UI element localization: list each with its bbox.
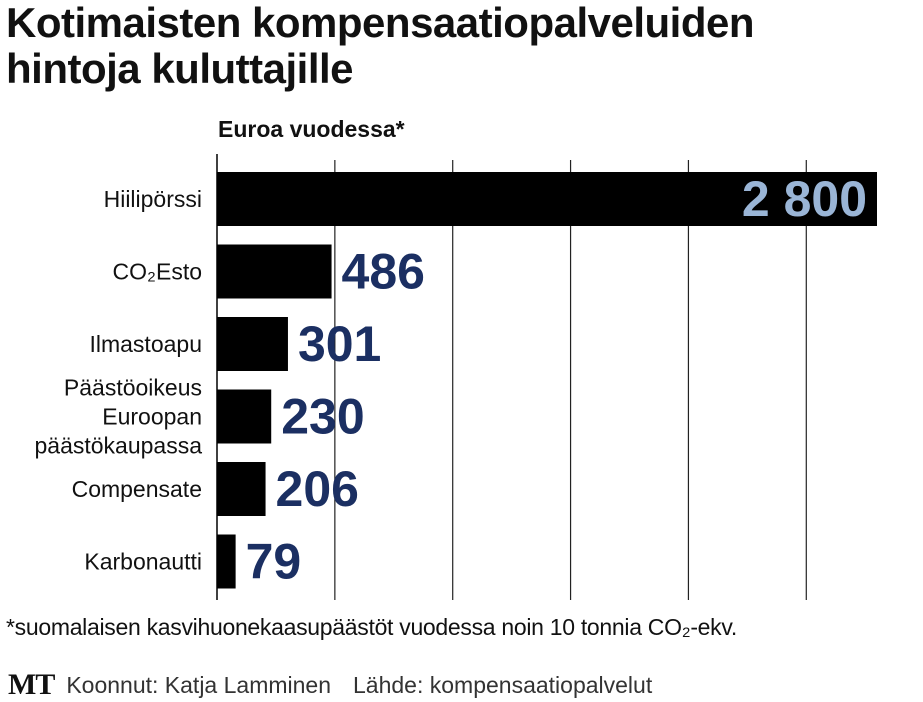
chart-title-line-1: Kotimaisten kompensaatiopalveluiden <box>6 0 755 46</box>
bar <box>217 462 266 516</box>
credits-footer: MT Koonnut: Katja Lamminen Lähde: kompen… <box>8 668 652 702</box>
bar <box>217 389 272 444</box>
author-credit: Koonnut: Katja Lamminen <box>66 671 331 698</box>
bar <box>217 172 877 226</box>
category-label: CO₂Esto <box>113 259 202 285</box>
bar <box>217 534 236 589</box>
value-label: 2 800 <box>742 171 867 227</box>
footnote: *suomalaisen kasvihuonekaasupäästöt vuod… <box>6 614 737 640</box>
chart-title: Kotimaisten kompensaatiopalveluiden hint… <box>6 0 755 92</box>
chart-title-line-2: hintoja kuluttajille <box>6 45 354 92</box>
category-label: Hiilipörssi <box>104 186 202 212</box>
value-label: 79 <box>246 534 302 590</box>
bar-chart: Hiilipörssi 2 800 CO₂Esto 486 Ilmastoapu 301 P… <box>34 154 877 600</box>
bar <box>217 244 332 299</box>
category-label: Karbonautti <box>84 549 202 575</box>
mt-logo: MT <box>8 668 55 701</box>
category-label: Ilmastoapu <box>89 331 202 357</box>
value-label: 486 <box>342 244 425 300</box>
category-label: Päästöoikeus <box>64 375 202 401</box>
category-label: päästökaupassa <box>34 433 202 459</box>
bar <box>217 317 288 371</box>
value-label: 206 <box>276 461 359 517</box>
category-label: Compensate <box>72 476 202 502</box>
value-label: 301 <box>298 316 381 372</box>
source-credit: Lähde: kompensaatiopalvelut <box>353 671 653 698</box>
unit-label: Euroa vuodessa* <box>218 116 405 142</box>
value-label: 230 <box>281 389 364 445</box>
category-label: Euroopan <box>102 404 202 430</box>
